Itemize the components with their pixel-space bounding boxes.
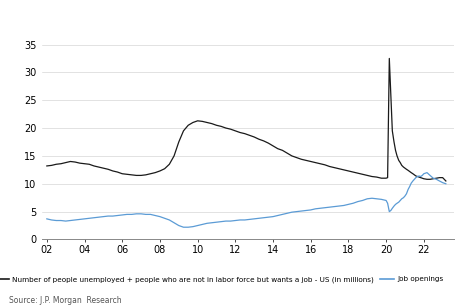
- Legend: Number of people unemployed + people who are not in labor force but wants a job : Number of people unemployed + people who…: [0, 273, 446, 286]
- Text: US Job Openings & Unemployed Population: US Job Openings & Unemployed Population: [7, 13, 331, 26]
- Text: Source: J.P. Morgan  Research: Source: J.P. Morgan Research: [9, 297, 122, 305]
